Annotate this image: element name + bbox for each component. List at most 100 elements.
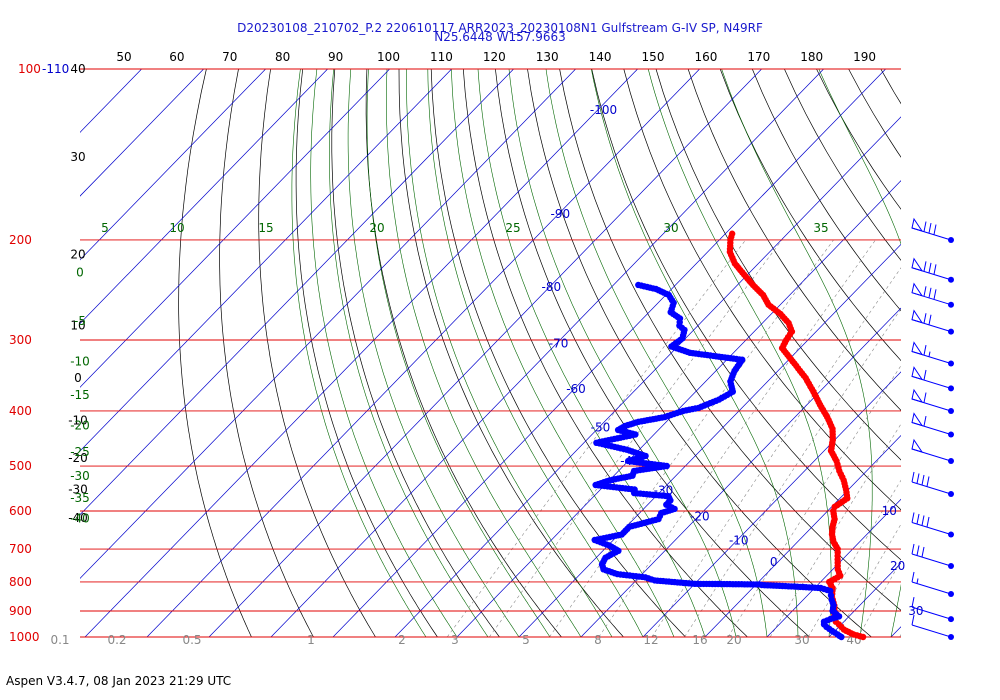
- wind-barb-feather: [923, 313, 927, 324]
- isotherm-line: [80, 68, 514, 516]
- theta-top-label: 140: [589, 50, 612, 64]
- theta-e-top-label: 20: [369, 221, 384, 235]
- moist-adiabat-curve: [427, 68, 644, 638]
- isotherm-label: -100: [590, 103, 617, 117]
- wind-barb-staff: [911, 553, 952, 567]
- dry-adiabat-curve: [977, 69, 1000, 637]
- isotherm-line: [80, 68, 328, 325]
- theta-top-label: 190: [853, 50, 876, 64]
- pressure-tick-label: 800: [9, 575, 32, 589]
- theta-e-left-label: -5: [74, 314, 86, 328]
- isotherm-line: [208, 68, 762, 638]
- dry-adiabats: [178, 68, 1000, 638]
- theta-e-left-label: -10: [70, 354, 90, 368]
- wind-barb-staff: [911, 522, 952, 535]
- mixing-ratio-label: 0.5: [182, 633, 201, 647]
- wind-barb: [911, 366, 954, 392]
- pressure-tick-label: 900: [9, 604, 32, 618]
- wind-barb: [911, 309, 954, 335]
- isotherm-line: [890, 626, 901, 638]
- pressure-tick-label: 200: [9, 233, 32, 247]
- theta-e-top-label: 30: [663, 221, 678, 235]
- moist-adiabat-curve: [953, 69, 1000, 637]
- theta-left-label: -30: [68, 483, 88, 497]
- wind-barb: [911, 257, 954, 283]
- dry-adiabat-curve: [365, 68, 562, 638]
- theta-left-label: -40: [68, 511, 88, 525]
- dry-adiabat-curve: [945, 69, 1000, 637]
- chart-title: D20230108_210702_P.2 220610117 ARR2023_2…: [237, 21, 763, 35]
- wind-barb: [911, 388, 954, 414]
- wind-barb: [911, 412, 954, 438]
- theta-left-label: 0: [74, 371, 82, 385]
- wind-barb-feather: [911, 571, 915, 583]
- isotherm-line: [704, 435, 901, 638]
- isotherm-label: -60: [566, 382, 586, 396]
- isotherm-label: -70: [549, 336, 569, 350]
- isotherm-line: [80, 68, 204, 197]
- mixing-ratio-line: [835, 523, 901, 638]
- wind-barb-feather: [928, 287, 932, 298]
- isotherm-line: [80, 68, 266, 261]
- theta-top-label: 90: [328, 50, 343, 64]
- isobars: [80, 68, 901, 638]
- dry-adiabat-curve: [219, 68, 314, 638]
- wind-barb-feather: [928, 262, 932, 273]
- wind-barb-feather: [923, 261, 927, 272]
- theta-e-left-label: -25: [70, 445, 90, 459]
- wind-barb-staff: [911, 581, 952, 595]
- pressure-tick-label: 100: [18, 62, 41, 76]
- wind-barb-feather: [921, 474, 925, 486]
- theta-top-label: 50: [116, 50, 131, 64]
- wind-barb-pennant: [911, 257, 924, 272]
- wind-barb-feather: [916, 513, 920, 525]
- theta-top-label: 70: [222, 50, 237, 64]
- isotherm-line: [394, 116, 901, 638]
- isotherm-label: -80: [542, 280, 562, 294]
- theta-top-label: 120: [483, 50, 506, 64]
- wind-barb-feather: [921, 546, 925, 558]
- mixing-ratio-label: 1: [307, 633, 315, 647]
- pressure-top-isotherm-label: -110: [42, 62, 69, 76]
- pressure-tick-label: 500: [9, 459, 32, 473]
- dry-adiabat-curve: [398, 68, 624, 638]
- dry-adiabat-curve: [495, 68, 810, 638]
- wind-barb: [911, 217, 954, 243]
- mixing-ratio-label: 3: [451, 633, 459, 647]
- theta-top-label: 60: [169, 50, 184, 64]
- isotherm-label: -90: [551, 207, 571, 221]
- isotherm-line: [332, 68, 886, 638]
- isotherm-label: 30: [908, 604, 923, 618]
- theta-left-label: 10: [70, 319, 85, 333]
- dry-adiabat-curve: [527, 68, 872, 638]
- theta-e-top-label: 5: [101, 221, 109, 235]
- temperature-point: [728, 230, 736, 237]
- theta-e-left-label: -40: [70, 511, 90, 525]
- mixing-ratio-label: 12: [643, 633, 658, 647]
- moist-adiabat-curve: [545, 68, 768, 638]
- dewpoint-point: [635, 281, 642, 289]
- mixing-ratio-label: 2: [398, 633, 406, 647]
- sounding-profiles: [591, 230, 867, 641]
- theta-e-left-label: -35: [70, 491, 90, 505]
- mixing-ratio-label: 5: [522, 633, 530, 647]
- wind-barb: [911, 571, 954, 597]
- isotherm-label: 20: [890, 559, 905, 573]
- moist-adiabat-curve: [291, 68, 427, 638]
- theta-left-label: 20: [70, 247, 85, 261]
- wind-barbs: [911, 217, 954, 640]
- isotherm-label: -50: [591, 421, 611, 435]
- isotherm-label: -20: [690, 510, 710, 524]
- wind-barb-feather: [923, 286, 927, 297]
- theta-left-label: 30: [70, 150, 85, 164]
- theta-e-left-label: -15: [70, 388, 90, 402]
- isotherm-line: [456, 180, 901, 638]
- theta-left-label: 40: [70, 62, 85, 76]
- wind-barb: [911, 341, 954, 367]
- wind-barb-feather: [911, 471, 915, 483]
- dry-adiabat-curve: [331, 68, 500, 638]
- mixing-ratio-label: 20: [726, 633, 741, 647]
- moist-adiabat-curve: [451, 68, 675, 638]
- moist-adiabat-curve: [406, 68, 613, 638]
